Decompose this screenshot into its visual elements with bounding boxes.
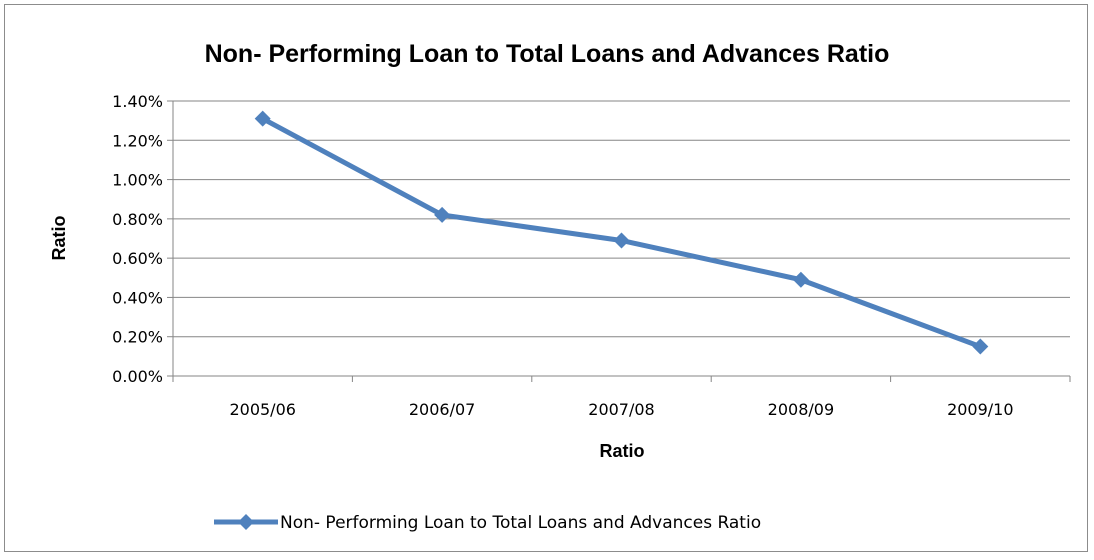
legend: Non- Performing Loan to Total Loans and … (214, 513, 761, 533)
y-tick-label: 1.40% (112, 92, 163, 111)
y-tick-label: 0.80% (112, 210, 163, 229)
y-axis-ticks: 0.00% 0.20% 0.40% 0.60% 0.80% 1.00% 1.20% 1.40% (112, 92, 173, 386)
y-tick-label: 1.20% (112, 131, 163, 150)
x-tick-label: 2008/09 (768, 400, 834, 419)
x-axis-title: Ratio (600, 441, 645, 461)
x-tick-label: 2007/08 (588, 400, 654, 419)
x-tick-label: 2005/06 (229, 400, 295, 419)
x-tick-label: 2006/07 (409, 400, 475, 419)
x-tick-label: 2009/10 (947, 400, 1013, 419)
data-point-marker (613, 232, 630, 249)
y-tick-label: 0.20% (112, 328, 163, 347)
legend-label: Non- Performing Loan to Total Loans and … (280, 513, 761, 533)
y-axis-title: Ratio (49, 215, 69, 260)
legend-diamond-icon (238, 514, 254, 530)
data-point-marker (434, 206, 451, 223)
chart-title: Non- Performing Loan to Total Loans and … (205, 40, 890, 68)
x-axis-ticks: 2005/06 2006/07 2007/08 2008/09 2009/10 (172, 376, 1071, 419)
data-point-marker (254, 110, 271, 127)
gridlines (172, 100, 1070, 377)
y-tick-label: 0.00% (112, 367, 163, 386)
data-point-marker (792, 271, 809, 288)
y-tick-label: 0.60% (112, 249, 163, 268)
data-point-marker (972, 338, 989, 355)
series-group (254, 110, 989, 355)
y-tick-label: 0.40% (112, 288, 163, 307)
y-tick-label: 1.00% (112, 171, 163, 190)
chart-frame (4, 4, 1088, 552)
